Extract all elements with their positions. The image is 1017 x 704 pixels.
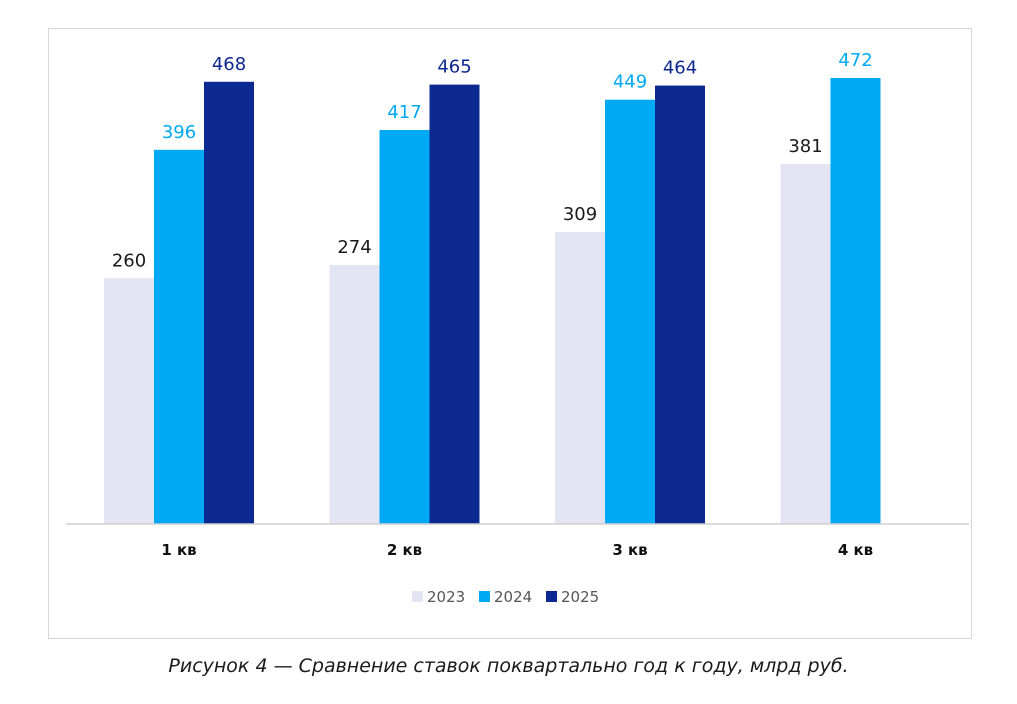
bar-2023-1	[104, 278, 154, 524]
bar-2023-2	[329, 265, 380, 524]
x-tick-label: 3 кв	[612, 541, 647, 559]
figure-caption: Рисунок 4 — Сравнение ставок поквартальн…	[168, 655, 849, 677]
chart-frame: 260 396 468 1 кв 274 417 465 2 кв 309 449 464 3 кв 3…	[48, 28, 972, 639]
legend-label-2025: 2025	[561, 588, 599, 606]
bar-chart: 260 396 468 1 кв 274 417 465 2 кв 309 449 464 3 кв 3…	[66, 50, 969, 606]
bar-2025-3	[655, 85, 705, 524]
data-label-2023-2: 274	[337, 237, 371, 258]
bar-2024-2	[379, 129, 430, 524]
bar-2024-4	[830, 78, 881, 524]
data-label-2025-3: 464	[663, 58, 697, 79]
legend-label-2024: 2024	[494, 588, 532, 606]
legend-swatch-2024	[479, 591, 490, 602]
bar-2024-1	[154, 149, 204, 524]
x-tick-label: 4 кв	[838, 541, 873, 559]
data-label-2024-4: 472	[838, 50, 872, 71]
data-label-2025-2: 465	[437, 57, 471, 78]
data-label-2025-1: 468	[212, 54, 246, 75]
bar-2023-3	[555, 232, 605, 524]
data-label-2024-1: 396	[162, 122, 196, 143]
bar-2025-2	[429, 84, 480, 524]
bar-2023-4	[780, 163, 831, 524]
bar-2025-1	[204, 81, 254, 524]
data-label-2023-1: 260	[112, 250, 146, 271]
data-label-2024-2: 417	[387, 102, 421, 123]
x-tick-label: 2 кв	[387, 541, 422, 559]
x-tick-label: 1 кв	[161, 541, 196, 559]
data-label-2023-4: 381	[788, 136, 822, 157]
data-label-2024-3: 449	[613, 72, 647, 93]
data-label-2023-3: 309	[563, 204, 597, 225]
legend-swatch-2025	[546, 591, 557, 602]
legend-swatch-2023	[412, 591, 423, 602]
bar-2024-3	[605, 99, 655, 525]
legend-label-2023: 2023	[427, 588, 465, 606]
